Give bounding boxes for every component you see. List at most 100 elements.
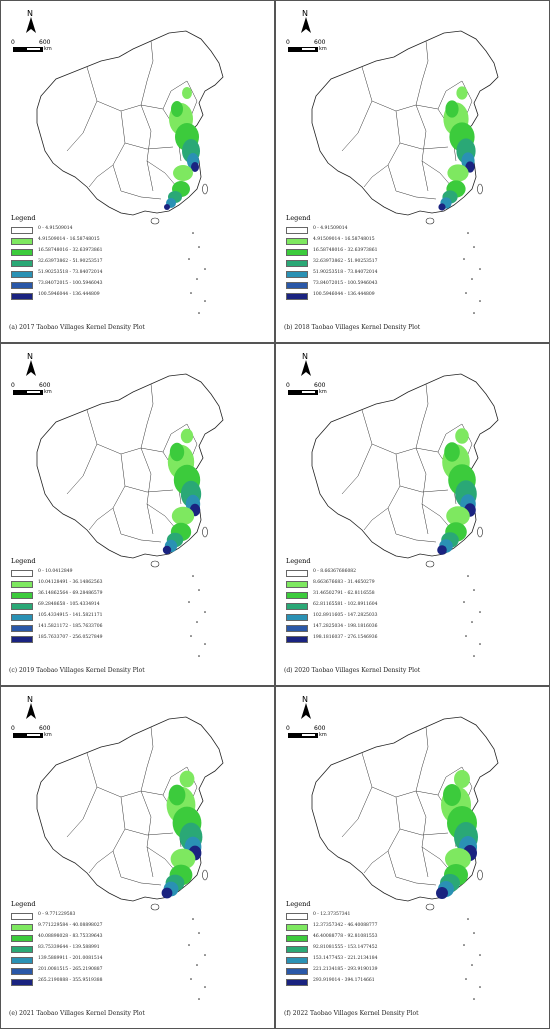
legend-swatch — [286, 570, 308, 577]
north-arrow-icon: N — [23, 695, 39, 723]
island-marker — [192, 918, 194, 920]
north-arrow-icon: N — [298, 695, 314, 723]
legend-swatch — [11, 946, 33, 953]
density-hotspot — [456, 86, 468, 100]
hainan-outline — [425, 903, 435, 911]
province-boundary — [112, 110, 126, 192]
density-hotspot — [161, 887, 173, 899]
legend-item: 185.7633707 - 256.0527849 — [11, 635, 151, 645]
island-marker — [465, 635, 467, 637]
legend-label: 62.81165581 - 102.8911604 — [313, 602, 378, 607]
legend-swatch — [11, 282, 33, 289]
legend-label: 16.58748016 - 32.63973861 — [313, 248, 378, 253]
legend-label: 4.91509014 - 16.58748015 — [313, 237, 375, 242]
legend-swatch — [286, 581, 308, 588]
province-boundary — [146, 160, 178, 188]
province-boundary — [162, 766, 188, 796]
legend-label: 73.84072015 - 100.5946043 — [313, 281, 378, 286]
scale-start: 0 — [286, 39, 290, 46]
legend-label: 147.2825034 - 198.1816036 — [313, 624, 378, 629]
province-boundary — [415, 726, 429, 792]
legend-swatch — [286, 935, 308, 942]
china-density-map — [311, 30, 499, 314]
legend-item: 141.5821172 - 185.7633706 — [11, 624, 151, 634]
island-marker — [188, 944, 190, 946]
density-hotspot — [445, 848, 471, 870]
density-hotspot — [173, 165, 193, 181]
legend-swatch — [286, 282, 308, 289]
legend-swatch — [11, 603, 33, 610]
province-boundary — [387, 453, 401, 535]
scale-end: 600 — [39, 725, 51, 732]
province-boundary — [140, 40, 154, 106]
legend-item: 293.919014 - 394.1714661 — [286, 978, 426, 988]
island-marker — [192, 575, 194, 577]
province-boundary — [140, 383, 154, 449]
scale-end: 600 — [39, 382, 51, 389]
legend-swatch — [286, 614, 308, 621]
island-marker — [479, 611, 481, 613]
legend-item: 16.58748016 - 32.63973861 — [286, 248, 426, 258]
scale-end: 600 — [39, 39, 51, 46]
island-marker — [196, 964, 198, 966]
legend-label: 9.771229584 - 40.08898027 — [38, 923, 103, 928]
legend: Legend 0 - 10.0412849 10.04128491 - 36.148… — [11, 557, 151, 646]
scale-bar: 0 600 km — [286, 725, 346, 745]
map-panel: N 0 600 km Legend 0 - 9.771229583 9.771229584 … — [0, 686, 275, 1029]
legend-label: 139.5889911 - 201.0081514 — [38, 956, 103, 961]
province-boundary — [112, 796, 126, 878]
island-marker — [190, 978, 192, 980]
island-marker — [479, 268, 481, 270]
legend-item: 83.75339644 - 139.588991 — [11, 945, 151, 955]
province-boundary — [120, 876, 162, 886]
taiwan-outline — [202, 526, 208, 538]
island-marker — [465, 978, 467, 980]
density-hotspot — [443, 784, 461, 806]
island-marker — [479, 986, 481, 988]
legend-swatch — [11, 913, 33, 920]
legend-item: 0 - 12.37357341 — [286, 912, 426, 922]
island-marker — [463, 944, 465, 946]
legend-item: 100.5946044 - 136.444809 — [286, 292, 426, 302]
island-marker — [190, 635, 192, 637]
province-boundary — [437, 80, 463, 110]
legend-swatch — [11, 260, 33, 267]
legend-swatch — [11, 636, 33, 643]
density-hotspot — [171, 101, 183, 117]
density-hotspot — [446, 506, 470, 526]
map-panel: N 0 600 km Legend 0 - 4.91509014 4.91509014 - … — [0, 0, 275, 343]
north-arrow-icon: N — [23, 352, 39, 380]
legend-label: 40.08898028 - 83.75339643 — [38, 934, 103, 939]
island-marker — [471, 278, 473, 280]
legend-item: 147.2825034 - 198.1816036 — [286, 624, 426, 634]
density-hotspot — [444, 442, 460, 462]
legend-label: 12.37357342 - 46.40088777 — [313, 923, 378, 928]
legend: Legend 0 - 4.91509014 4.91509014 - 16.5874… — [11, 214, 151, 303]
north-arrow-icon: N — [298, 9, 314, 37]
province-boundary — [162, 423, 188, 453]
legend-label: 51.90253518 - 73.84072014 — [38, 270, 103, 275]
legend-item: 46.40088778 - 92.81081553 — [286, 934, 426, 944]
taiwan-outline — [477, 869, 483, 881]
scale-start: 0 — [286, 382, 290, 389]
density-hotspot — [182, 87, 192, 99]
legend-label: 69.2848658 - 105.4334914 — [38, 602, 100, 607]
legend-item: 32.63973862 - 51.90253517 — [11, 259, 151, 269]
scale-end: 600 — [314, 382, 326, 389]
island-marker — [467, 575, 469, 577]
province-boundary — [421, 503, 453, 531]
legend-label: 100.5946044 - 136.444809 — [313, 292, 375, 297]
legend-label: 8.663676683 - 31.4650279 — [313, 580, 375, 585]
province-boundary — [395, 533, 437, 543]
legend-item: 0 - 9.771229583 — [11, 912, 151, 922]
legend-label: 92.81081555 - 153.1477452 — [313, 945, 378, 950]
island-marker — [463, 258, 465, 260]
scale-bar: 0 600 km — [11, 725, 71, 745]
legend-label: 0 - 10.0412849 — [38, 569, 73, 574]
legend-label: 36.14862564 - 69.28486579 — [38, 591, 103, 596]
island-marker — [467, 918, 469, 920]
legend-title: Legend — [11, 214, 36, 222]
scale-unit: km — [44, 46, 52, 52]
legend-item: 198.1816037 - 276.1546936 — [286, 635, 426, 645]
